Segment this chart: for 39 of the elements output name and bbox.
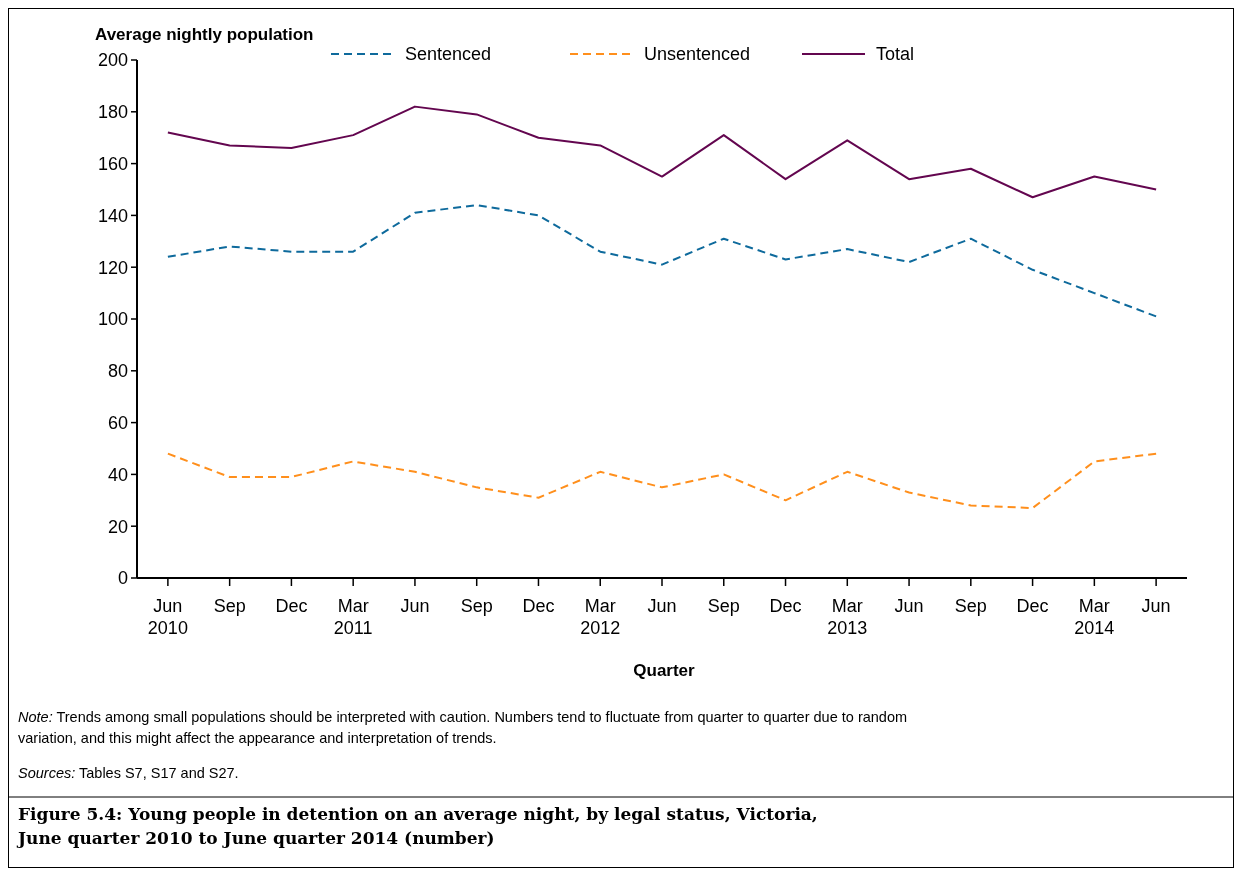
y-tick-label: 40 (107, 464, 128, 485)
y-tick-label: 120 (97, 257, 128, 278)
y-tick-label: 60 (107, 412, 128, 433)
x-tick-label: Jun (894, 596, 924, 616)
y-tick-label: 0 (117, 568, 128, 589)
x-tick-label: Sep (707, 596, 740, 616)
x-tick-label: Jun (1141, 596, 1171, 616)
y-tick-label: 200 (97, 50, 128, 71)
x-tick-label: Mar 2012 (580, 596, 621, 638)
x-tick-label: Dec (275, 596, 308, 616)
x-tick-label: Jun (647, 596, 677, 616)
x-tick-label: Dec (769, 596, 802, 616)
x-tick-label: Jun (400, 596, 430, 616)
x-tick-label: Sep (213, 596, 246, 616)
text: Note: Trends among small populations should be interpreted with caution. Numbers tend to fluctuate from quarter to quarter due to random variation, and this might affect the appearance and interpretation of trends. (18, 709, 908, 746)
x-tick-label: Sep (460, 596, 493, 616)
y-tick-label: 140 (97, 205, 128, 226)
legend-label: Sentenced (405, 44, 492, 64)
x-tick-label: Mar 2011 (333, 596, 373, 638)
y-tick-label: 160 (97, 153, 128, 174)
line-series (166, 105, 1158, 199)
x-tick-label: Sep (954, 596, 987, 616)
x-tick-label: Dec (1016, 596, 1049, 616)
source-note: Sources: Tables S7, S17 and S27. (18, 765, 239, 781)
legend-label: Unsentenced (644, 44, 751, 64)
x-tick-label: Mar 2014 (1074, 596, 1115, 638)
y-tick-label: 20 (107, 516, 128, 537)
x-axis-title: Quarter (633, 661, 696, 680)
line-series (166, 452, 1158, 510)
line-series (166, 204, 1158, 318)
x-tick-label: Dec (522, 596, 555, 616)
x-tick-label: Jun 2010 (147, 596, 188, 638)
x-tick-label: Mar 2013 (827, 596, 868, 638)
legend-label: Total (876, 44, 915, 64)
y-tick-label: 100 (97, 309, 128, 330)
y-tick-label: 80 (107, 361, 128, 382)
y-axis-title: Average nightly population (95, 25, 314, 44)
y-tick-label: 180 (97, 102, 128, 123)
text: Figure 5.4: Young people in detention on an average night, by legal status, Victoria, June quarter 2010 to June quarter 2014 (number) (16, 804, 818, 848)
